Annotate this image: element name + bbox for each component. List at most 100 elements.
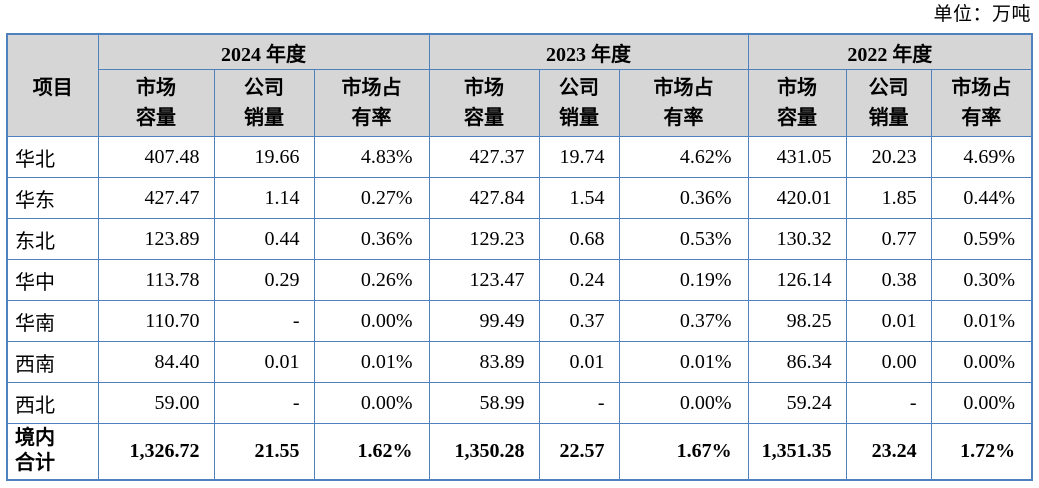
year-header-row: 项目 2024 年度 2023 年度 2022 年度 bbox=[6, 33, 1033, 137]
table-cell: 0.77 bbox=[845, 218, 932, 260]
row-label: 华中 bbox=[6, 259, 99, 301]
year-header-2022: 2022 年度 bbox=[747, 33, 1033, 70]
table-cell: 0.00% bbox=[930, 341, 1033, 383]
table-cell: 0.01% bbox=[618, 341, 749, 383]
table-cell: 1.62% bbox=[313, 423, 430, 480]
table-cell: 123.89 bbox=[97, 218, 215, 260]
row-label: 西南 bbox=[6, 341, 99, 383]
table-cell: 0.44% bbox=[930, 177, 1033, 219]
table-cell: 1.54 bbox=[538, 177, 620, 219]
header-market-share-2023: 市场占 有率 bbox=[618, 69, 749, 137]
row-label: 华东 bbox=[6, 177, 99, 219]
table-cell: 0.44 bbox=[213, 218, 315, 260]
table-cell: - bbox=[213, 382, 315, 424]
table-cell: - bbox=[213, 300, 315, 342]
table-cell: 0.00% bbox=[930, 382, 1033, 424]
table-cell: 1,351.35 bbox=[747, 423, 847, 480]
year-header-2024: 2024 年度 bbox=[97, 33, 430, 70]
table-cell: 4.69% bbox=[930, 136, 1033, 178]
item-header: 项目 bbox=[6, 33, 99, 137]
table-cell: 19.66 bbox=[213, 136, 315, 178]
table-cell: 0.00% bbox=[618, 382, 749, 424]
table-cell: 0.59% bbox=[930, 218, 1033, 260]
table-cell: 0.53% bbox=[618, 218, 749, 260]
table-cell: 4.62% bbox=[618, 136, 749, 178]
table-cell: 427.84 bbox=[428, 177, 540, 219]
total-row: 境内 合计 1,326.72 21.55 1.62% 1,350.28 22.57 1.67… bbox=[6, 423, 1033, 480]
table-cell: 431.05 bbox=[747, 136, 847, 178]
table-cell: 420.01 bbox=[747, 177, 847, 219]
total-row-label: 境内 合计 bbox=[6, 423, 99, 480]
table-cell: 86.34 bbox=[747, 341, 847, 383]
table-cell: 4.83% bbox=[313, 136, 430, 178]
header-market-capacity-2022: 市场 容量 bbox=[747, 69, 847, 137]
table-cell: 0.01 bbox=[845, 300, 932, 342]
table-cell: 0.26% bbox=[313, 259, 430, 301]
table-cell: 1.14 bbox=[213, 177, 315, 219]
table-cell: 0.36% bbox=[313, 218, 430, 260]
table-cell: 0.19% bbox=[618, 259, 749, 301]
table-cell: 1.67% bbox=[618, 423, 749, 480]
table-cell: 407.48 bbox=[97, 136, 215, 178]
header-company-sales-2022: 公司 销量 bbox=[845, 69, 932, 137]
row-label: 华北 bbox=[6, 136, 99, 178]
unit-label: 单位：万吨 bbox=[933, 4, 1031, 25]
table-row: 华中 113.78 0.29 0.26% 123.47 0.24 0.19% 126.14 0.… bbox=[6, 259, 1033, 301]
row-label: 西北 bbox=[6, 382, 99, 424]
table-cell: - bbox=[538, 382, 620, 424]
table-cell: 0.01% bbox=[313, 341, 430, 383]
table-cell: 59.00 bbox=[97, 382, 215, 424]
table-cell: 0.30% bbox=[930, 259, 1033, 301]
table-cell: 427.37 bbox=[428, 136, 540, 178]
table-cell: 99.49 bbox=[428, 300, 540, 342]
table-cell: 0.00% bbox=[313, 300, 430, 342]
table-cell: 23.24 bbox=[845, 423, 932, 480]
table-cell: 0.01 bbox=[213, 341, 315, 383]
table-cell: 19.74 bbox=[538, 136, 620, 178]
table-header: 项目 2024 年度 2023 年度 2022 年度 市场 容量 公司 销量 市… bbox=[6, 33, 1033, 137]
table-cell: 130.32 bbox=[747, 218, 847, 260]
header-company-sales-2023: 公司 销量 bbox=[538, 69, 620, 137]
header-market-capacity-2023: 市场 容量 bbox=[428, 69, 540, 137]
table-cell: 0.37% bbox=[618, 300, 749, 342]
table-cell: 1,326.72 bbox=[97, 423, 215, 480]
table-cell: 110.70 bbox=[97, 300, 215, 342]
table-cell: 129.23 bbox=[428, 218, 540, 260]
table-row: 华北 407.48 19.66 4.83% 427.37 19.74 4.62% 431.05… bbox=[6, 136, 1033, 178]
market-share-table: 项目 2024 年度 2023 年度 2022 年度 市场 容量 公司 销量 市… bbox=[6, 33, 1034, 481]
table-cell: 1.85 bbox=[845, 177, 932, 219]
table-cell: 0.29 bbox=[213, 259, 315, 301]
table-cell: 0.01% bbox=[930, 300, 1033, 342]
table-cell: 98.25 bbox=[747, 300, 847, 342]
table-cell: 0.27% bbox=[313, 177, 430, 219]
table-cell: 21.55 bbox=[213, 423, 315, 480]
header-company-sales-2024: 公司 销量 bbox=[213, 69, 315, 137]
header-market-share-2022: 市场占 有率 bbox=[930, 69, 1033, 137]
table-cell: 59.24 bbox=[747, 382, 847, 424]
table-cell: 0.68 bbox=[538, 218, 620, 260]
table-cell: 123.47 bbox=[428, 259, 540, 301]
table-cell: 0.01 bbox=[538, 341, 620, 383]
table-cell: 0.00 bbox=[845, 341, 932, 383]
table-cell: 1.72% bbox=[930, 423, 1033, 480]
table-row: 华南 110.70-0.00% 99.49 0.37 0.37% 98.25 0.01 0.0… bbox=[6, 300, 1033, 342]
table-cell: 1,350.28 bbox=[428, 423, 540, 480]
table-row: 西南 84.40 0.01 0.01% 83.89 0.01 0.01% 86.34 0.00 0… bbox=[6, 341, 1033, 383]
year-header-2023: 2023 年度 bbox=[428, 33, 749, 70]
table-row: 东北 123.89 0.44 0.36% 129.23 0.68 0.53% 130.32 0.… bbox=[6, 218, 1033, 260]
table-cell: 0.37 bbox=[538, 300, 620, 342]
table-cell: 0.36% bbox=[618, 177, 749, 219]
header-market-capacity-2024: 市场 容量 bbox=[97, 69, 215, 137]
table-cell: 427.47 bbox=[97, 177, 215, 219]
sub-header-row: 市场 容量 公司 销量 市场占 有率 市场 容量 公司 销量 市场占 有率 市场… bbox=[7, 69, 1033, 137]
table-cell: 126.14 bbox=[747, 259, 847, 301]
table-row: 西北 59.00-0.00% 58.99-0.00% 59.24-0.00% bbox=[6, 382, 1033, 424]
table-cell: 0.00% bbox=[313, 382, 430, 424]
table-cell: 20.23 bbox=[845, 136, 932, 178]
header-market-share-2024: 市场占 有率 bbox=[313, 69, 430, 137]
table-cell: 0.24 bbox=[538, 259, 620, 301]
table-cell: 84.40 bbox=[97, 341, 215, 383]
table-body: 华北 407.48 19.66 4.83% 427.37 19.74 4.62% 431.05… bbox=[6, 136, 1033, 480]
table-cell: 58.99 bbox=[428, 382, 540, 424]
